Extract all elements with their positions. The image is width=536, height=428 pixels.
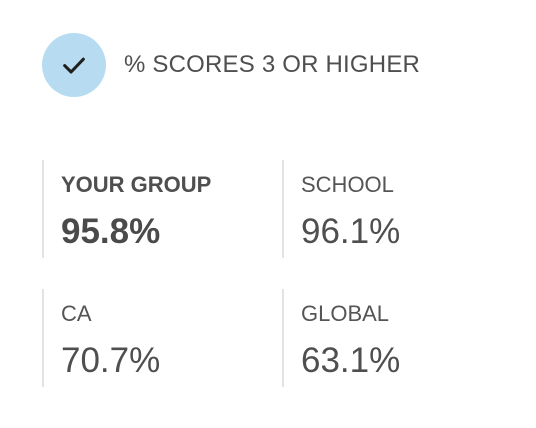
check-icon — [63, 57, 85, 74]
stat-global: GLOBAL 63.1% — [282, 289, 502, 387]
stat-value: 95.8% — [61, 212, 161, 251]
stat-label: GLOBAL — [301, 301, 390, 326]
stat-value: 70.7% — [61, 341, 161, 380]
check-badge — [42, 33, 106, 97]
stat-value: 96.1% — [301, 212, 401, 251]
metric-title: % SCORES 3 OR HIGHER — [124, 51, 421, 78]
metric-header: % SCORES 3 OR HIGHER — [42, 33, 420, 97]
stat-value: 63.1% — [301, 341, 401, 380]
stat-school: SCHOOL 96.1% — [282, 160, 502, 258]
stat-your-group: YOUR GROUP 95.8% — [42, 160, 262, 258]
stat-label: SCHOOL — [301, 172, 394, 197]
stat-label: CA — [61, 301, 92, 326]
stat-ca: CA 70.7% — [42, 289, 262, 387]
stat-label: YOUR GROUP — [61, 172, 212, 197]
